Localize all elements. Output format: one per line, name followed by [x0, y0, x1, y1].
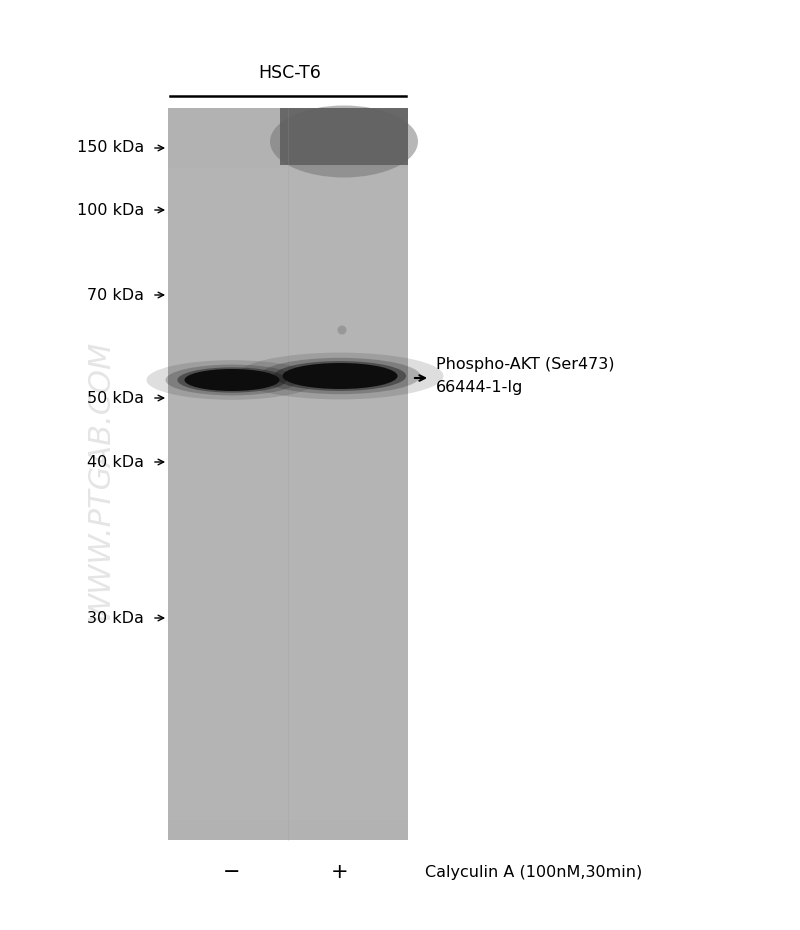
- Text: 50 kDa: 50 kDa: [87, 391, 144, 405]
- Text: 30 kDa: 30 kDa: [87, 610, 144, 626]
- Text: Calyculin A (100nM,30min): Calyculin A (100nM,30min): [425, 865, 642, 880]
- Text: 100 kDa: 100 kDa: [77, 203, 144, 218]
- Ellipse shape: [185, 369, 279, 391]
- Ellipse shape: [282, 363, 398, 389]
- Ellipse shape: [259, 358, 421, 394]
- Ellipse shape: [274, 361, 406, 391]
- Ellipse shape: [178, 367, 286, 392]
- Text: −: −: [223, 862, 241, 882]
- Ellipse shape: [166, 365, 298, 395]
- Text: +: +: [331, 862, 349, 882]
- Ellipse shape: [146, 360, 318, 400]
- Ellipse shape: [237, 352, 443, 399]
- Text: 150 kDa: 150 kDa: [77, 140, 144, 155]
- Text: 70 kDa: 70 kDa: [87, 287, 144, 302]
- Ellipse shape: [270, 105, 418, 178]
- Bar: [168, 108, 408, 840]
- Text: 40 kDa: 40 kDa: [87, 455, 144, 470]
- Text: HSC-T6: HSC-T6: [258, 64, 322, 82]
- Bar: [280, 108, 408, 165]
- Ellipse shape: [338, 326, 346, 335]
- Text: Phospho-AKT (Ser473)
66444-1-Ig: Phospho-AKT (Ser473) 66444-1-Ig: [436, 357, 614, 394]
- Text: WWW.PTGAB.COM: WWW.PTGAB.COM: [86, 339, 114, 620]
- Bar: [168, 168, 408, 820]
